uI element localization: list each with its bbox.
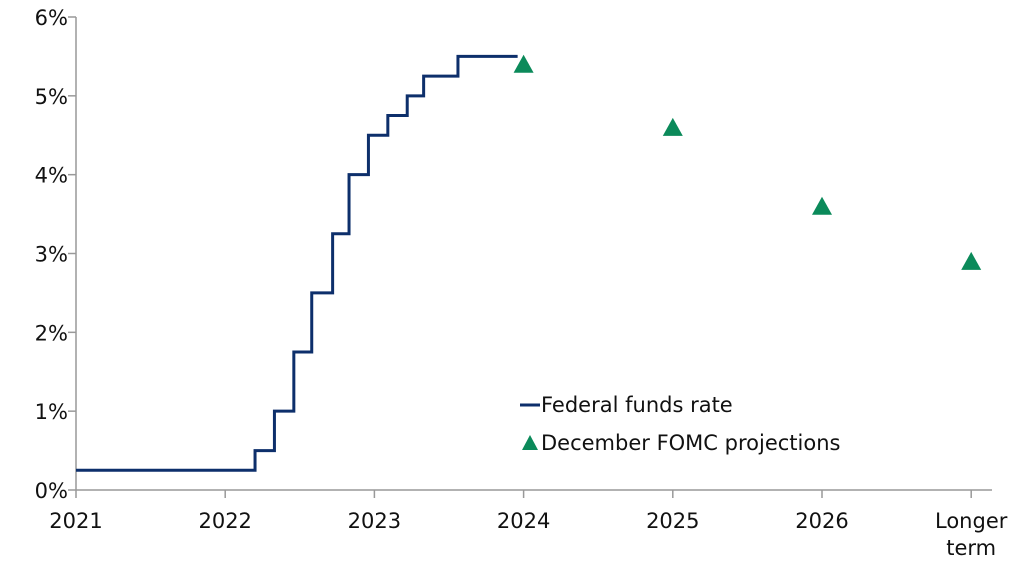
x-tick-label: 2022: [198, 509, 251, 533]
x-tick-label: 2023: [348, 509, 401, 533]
x-tick-label: Longer: [935, 509, 1008, 533]
y-tick-label: 0%: [35, 479, 68, 503]
x-tick-label: 2024: [497, 509, 550, 533]
federal-funds-rate-line: [76, 54, 518, 472]
x-tick-label: 2026: [795, 509, 848, 533]
series-layer: [76, 54, 982, 472]
legend-label: December FOMC projections: [541, 431, 840, 455]
x-tick-label: 2025: [646, 509, 699, 533]
y-tick-label: 4%: [35, 164, 68, 188]
projection-marker: [513, 54, 534, 73]
projection-marker: [812, 196, 832, 215]
x-axis-ticks: 2021 2022 2023 2024 2025 2026 Longer term: [49, 490, 1008, 560]
x-tick-label: 2021: [49, 509, 102, 533]
legend-label: Federal funds rate: [541, 393, 733, 417]
legend-triangle-swatch: [522, 435, 538, 450]
y-tick-label: 2%: [35, 321, 68, 345]
axes: [75, 17, 992, 491]
projection-marker: [662, 117, 683, 136]
y-tick-label: 3%: [35, 243, 68, 267]
y-tick-label: 5%: [35, 85, 68, 109]
y-tick-label: 1%: [35, 400, 68, 424]
legend: Federal funds rate December FOMC projecti…: [520, 393, 840, 455]
y-axis-ticks: 0% 1% 2% 3% 4% 5% 6%: [35, 6, 76, 503]
y-tick-label: 6%: [35, 6, 68, 30]
projection-marker: [961, 251, 982, 270]
x-tick-label: term: [946, 536, 996, 560]
